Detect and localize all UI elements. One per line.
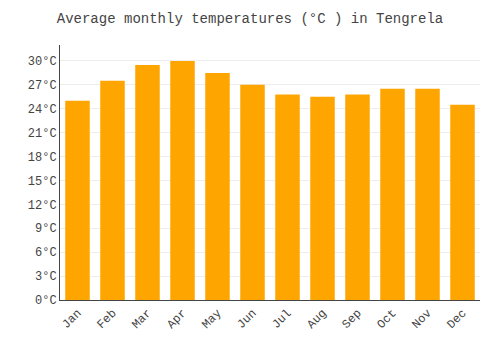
- svg-text:0°C: 0°C: [35, 294, 57, 308]
- svg-text:Dec: Dec: [444, 307, 469, 332]
- svg-text:Mar: Mar: [129, 307, 154, 332]
- svg-text:Apr: Apr: [164, 307, 189, 332]
- svg-text:6°C: 6°C: [35, 246, 57, 260]
- svg-text:Average monthly temperatures (: Average monthly temperatures (°C ) in Te…: [57, 11, 443, 27]
- svg-text:24°C: 24°C: [28, 103, 57, 117]
- svg-text:Feb: Feb: [94, 307, 119, 332]
- svg-text:Nov: Nov: [409, 307, 434, 332]
- svg-text:Jun: Jun: [234, 307, 259, 332]
- svg-text:Aug: Aug: [304, 307, 329, 332]
- svg-text:30°C: 30°C: [28, 55, 57, 69]
- svg-text:9°C: 9°C: [35, 222, 57, 236]
- svg-text:21°C: 21°C: [28, 127, 57, 141]
- svg-text:Oct: Oct: [374, 307, 399, 332]
- svg-text:3°C: 3°C: [35, 270, 57, 284]
- svg-text:Sep: Sep: [339, 307, 364, 332]
- svg-text:Jul: Jul: [269, 307, 294, 332]
- svg-text:May: May: [199, 307, 224, 332]
- svg-text:Jan: Jan: [59, 307, 84, 332]
- svg-text:15°C: 15°C: [28, 175, 57, 189]
- svg-text:27°C: 27°C: [28, 79, 57, 93]
- svg-text:12°C: 12°C: [28, 199, 57, 213]
- svg-text:18°C: 18°C: [28, 151, 57, 165]
